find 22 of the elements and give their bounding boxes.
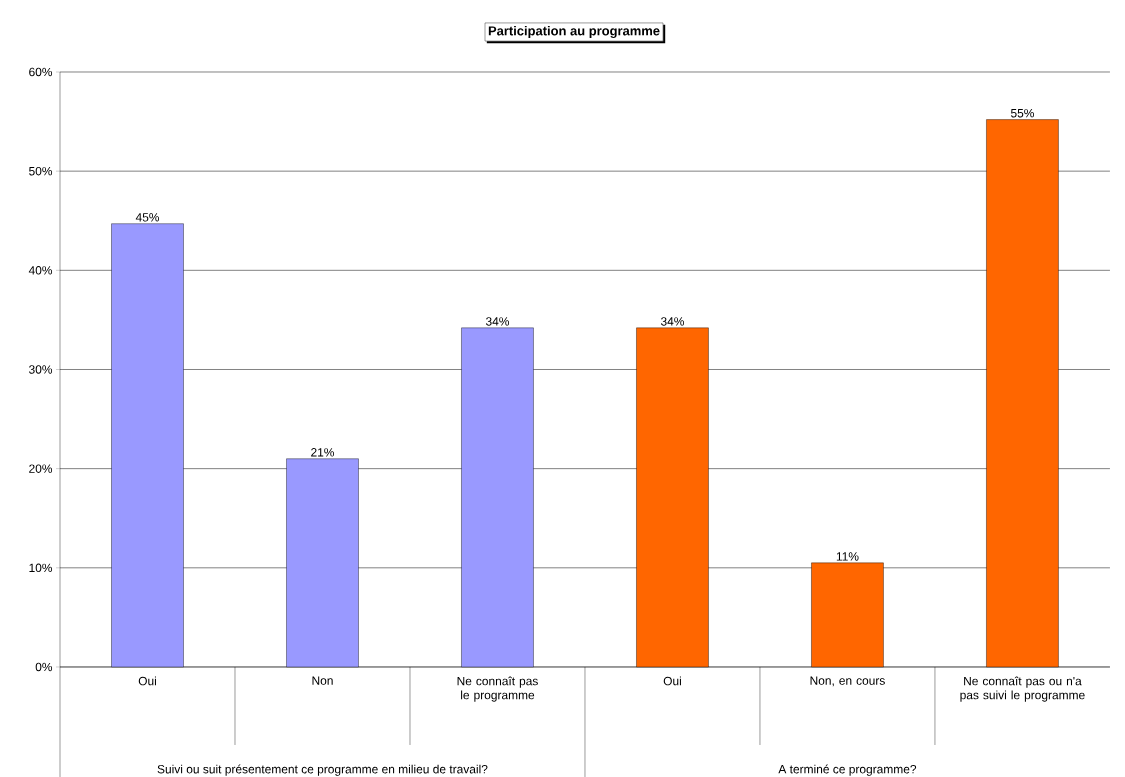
- y-tick-label: 40%: [28, 266, 53, 275]
- y-tick-label: 20%: [29, 464, 53, 473]
- data-label: 45%: [135, 213, 160, 222]
- data-label: 21%: [311, 448, 335, 457]
- y-tick-label: 30%: [29, 365, 53, 374]
- data-label: 34%: [660, 317, 684, 326]
- y-tick-label: 10%: [29, 563, 53, 573]
- data-label: 55%: [1010, 108, 1034, 118]
- x-tick-label: Oui: [138, 676, 156, 686]
- x-tick-label: Non, en cours: [810, 676, 885, 687]
- data-label: 34%: [485, 317, 510, 326]
- x-tick-label: Non: [312, 676, 333, 685]
- x-tick-label: Ne connaît pas le programme: [457, 676, 538, 702]
- x-tick-label: Ne connaît pas ou n'a pas suivi le programme: [960, 676, 1085, 702]
- chart-title: Participation au programme: [488, 25, 660, 39]
- y-tick-label: 60%: [29, 67, 53, 77]
- data-label: 11%: [836, 552, 859, 561]
- y-tick-label: 0%: [35, 662, 53, 672]
- text: Suivi ou suit présentement ce programme en milieu de travail?: [157, 764, 488, 776]
- y-tick-label: 50%: [29, 166, 53, 176]
- text: A terminé ce programme?: [778, 764, 917, 776]
- x-tick-label: Oui: [663, 676, 681, 686]
